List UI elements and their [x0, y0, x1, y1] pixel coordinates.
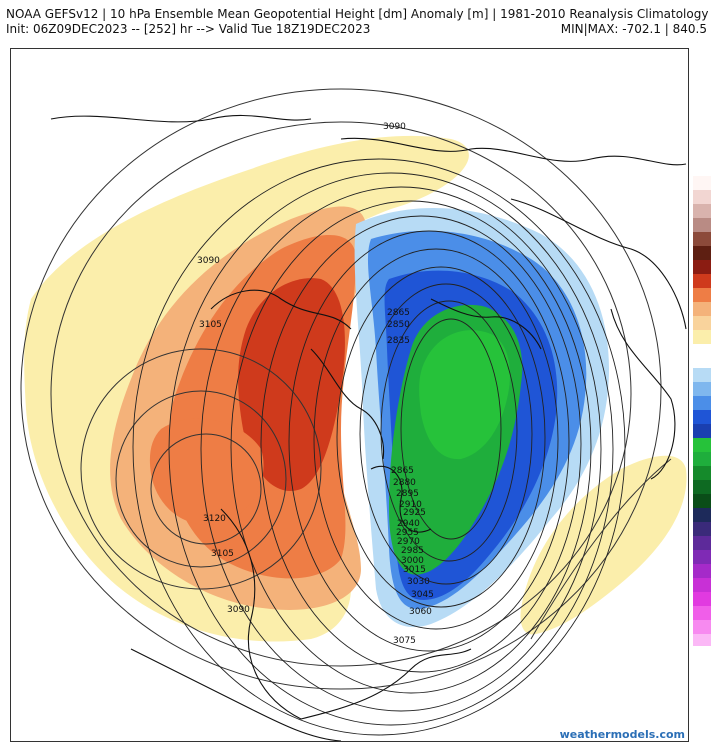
- label-3030: 3030: [407, 577, 430, 587]
- coastlines: [50, 114, 687, 741]
- source-credit: weathermodels.com: [559, 728, 685, 741]
- label-2865-top: 2865: [387, 308, 410, 318]
- anomaly-colorbar: [693, 176, 711, 646]
- min-max-readout: MIN|MAX: -702.1 | 840.5: [560, 22, 707, 36]
- positive-anomaly-atlantic: [520, 455, 687, 635]
- label-2880: 2880: [393, 478, 416, 488]
- height-contours: [20, 88, 662, 690]
- label-3090-bottom: 3090: [227, 605, 250, 615]
- label-3015: 3015: [403, 565, 426, 575]
- label-2850: 2850: [387, 320, 410, 330]
- label-2955: 2955: [396, 528, 419, 538]
- label-2865-mid: 2865: [391, 466, 414, 476]
- label-2985: 2985: [401, 546, 424, 556]
- chart-title: NOAA GEFSv12 | 10 hPa Ensemble Mean Geop…: [6, 7, 709, 21]
- label-2940: 2940: [397, 519, 420, 529]
- label-2970: 2970: [397, 537, 420, 547]
- label-3075: 3075: [393, 636, 416, 646]
- label-2910: 2910: [399, 500, 422, 510]
- positive-anomaly-max: [238, 278, 345, 491]
- label-3120: 3120: [203, 514, 226, 524]
- label-3090-top: 3090: [383, 122, 406, 132]
- vortex-contours: [132, 158, 626, 736]
- chart-header: NOAA GEFSv12 | 10 hPa Ensemble Mean Geop…: [0, 0, 711, 44]
- label-2835: 2835: [387, 336, 410, 346]
- init-valid-time: Init: 06Z09DEC2023 -- [252] hr --> Valid…: [6, 22, 371, 36]
- label-3060: 3060: [409, 607, 432, 617]
- label-3045: 3045: [411, 590, 434, 600]
- label-3105-left: 3105: [199, 320, 222, 330]
- polar-map-panel: 3090 3090 3105 3120 3105 3090 2865 2850 …: [10, 48, 689, 742]
- label-2925: 2925: [403, 508, 426, 518]
- label-3090-left: 3090: [197, 256, 220, 266]
- label-3000: 3000: [401, 556, 424, 566]
- label-3105-bottom: 3105: [211, 549, 234, 559]
- label-2895: 2895: [396, 489, 419, 499]
- negative-anomaly-core: [419, 330, 510, 460]
- anomaly-map: 3090 3090 3105 3120 3105 3090 2865 2850 …: [20, 88, 687, 741]
- contour-labels: 3090 3090 3105 3120 3105 3090 2865 2850 …: [197, 122, 434, 646]
